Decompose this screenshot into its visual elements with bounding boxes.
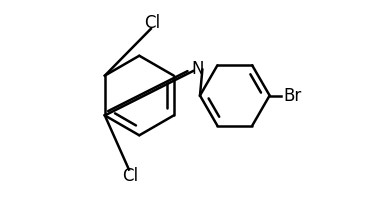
Text: Br: Br (284, 87, 302, 104)
Text: N: N (192, 60, 204, 78)
Text: Cl: Cl (122, 167, 138, 185)
Text: Cl: Cl (144, 14, 160, 32)
